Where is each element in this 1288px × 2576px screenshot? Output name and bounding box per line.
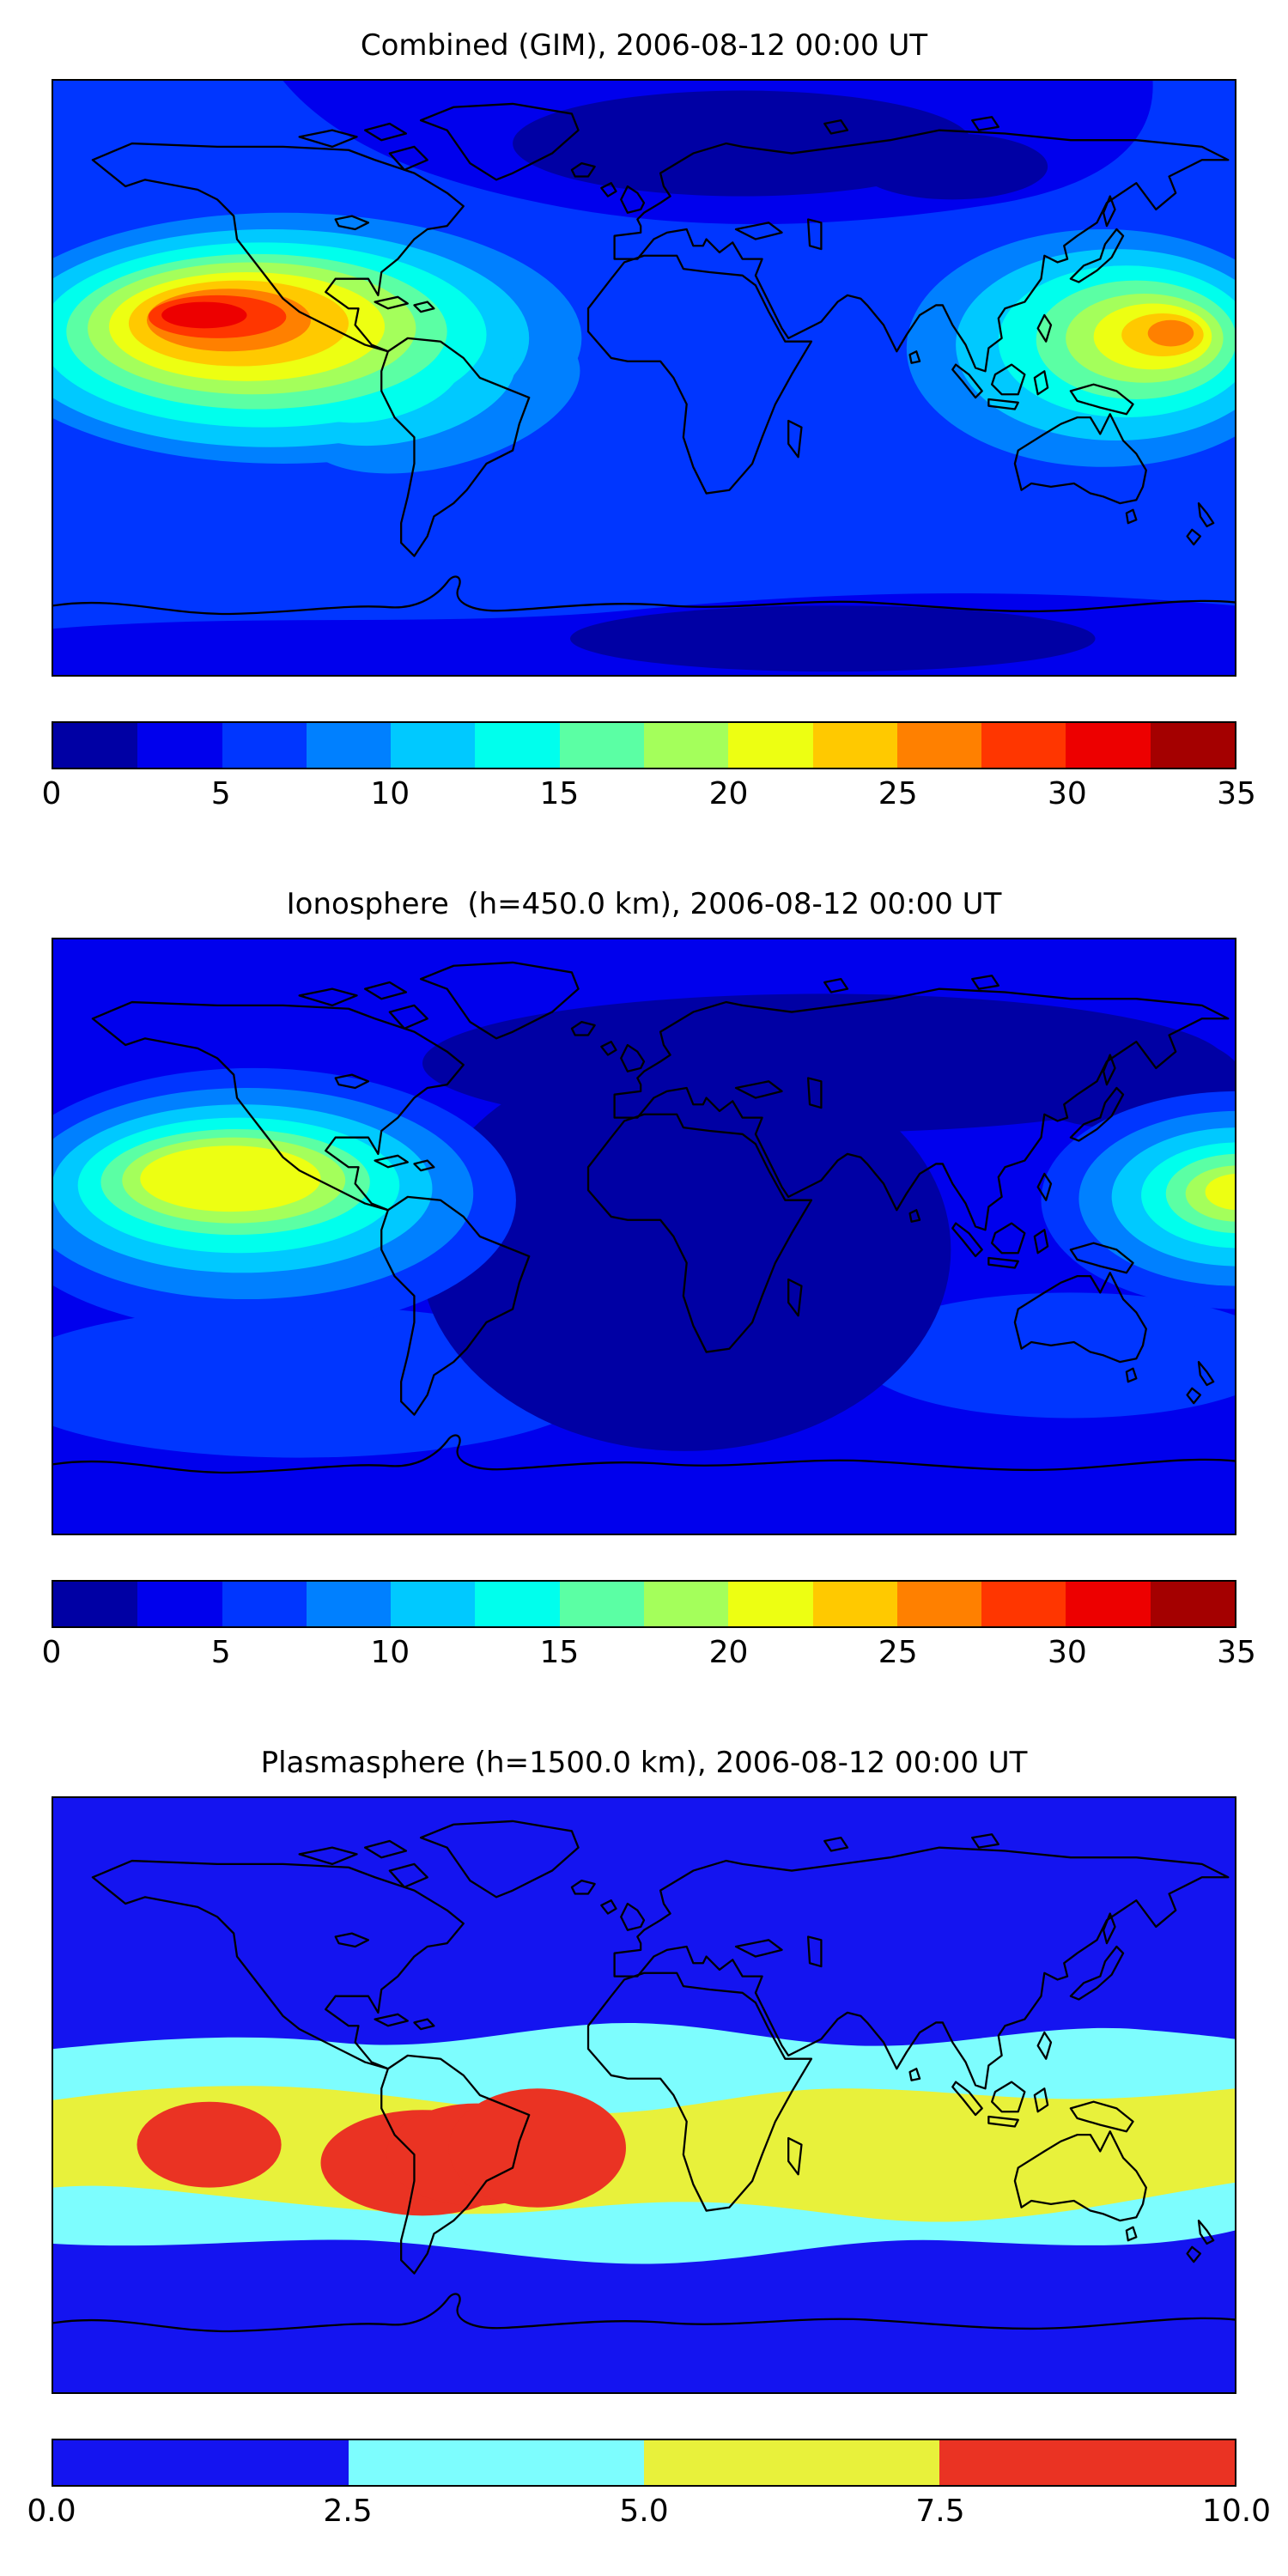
colorbar-ticks-combined-gim: 0 5 10 15 20 25 30 35 <box>42 776 1256 816</box>
map-plasmasphere <box>53 1798 1235 2392</box>
colorbar-segment <box>53 723 138 768</box>
colorbar-tick-label: 10.0 <box>1201 2494 1272 2529</box>
colorbar-segment <box>1150 1582 1235 1626</box>
colorbar-segment <box>306 1582 392 1626</box>
colorbar-segment <box>137 1582 222 1626</box>
colorbar-segment <box>896 723 982 768</box>
colorbar-ticks-plasmasphere: 0.0 2.5 5.0 7.5 10.0 <box>27 2494 1271 2533</box>
colorbar-tick-label: 20 <box>708 1635 749 1670</box>
panel-title-combined-gim: Combined (GIM), 2006-08-12 00:00 UT <box>360 28 928 63</box>
colorbar-ticks-ionosphere: 0 5 10 15 20 25 30 35 <box>42 1635 1256 1674</box>
map-frame-ionosphere <box>52 938 1236 1535</box>
colorbar-segment <box>728 1582 813 1626</box>
colorbar-segment <box>728 723 813 768</box>
colorbar-segment <box>1066 723 1151 768</box>
panel-plasmasphere: Plasmasphere (h=1500.0 km), 2006-08-12 0… <box>0 1717 1288 2576</box>
map-combined-gim <box>53 81 1235 675</box>
colorbar-segment <box>306 723 392 768</box>
colorbar-tick-label: 5 <box>210 776 231 811</box>
map-ionosphere <box>53 939 1235 1534</box>
panel-ionosphere: Ionosphere (h=450.0 km), 2006-08-12 00:0… <box>0 859 1288 1717</box>
tec-hotspot-east-pacific <box>53 1067 516 1333</box>
colorbar-segment <box>222 1582 307 1626</box>
tec-hotspot-east-pacific <box>53 212 582 474</box>
colorbar-segment <box>559 1582 644 1626</box>
colorbar-segment <box>643 1582 729 1626</box>
low-tec-regions <box>53 81 1235 675</box>
colorbar-tick-label: 20 <box>708 776 749 811</box>
colorbar-segment <box>53 1582 138 1626</box>
map-frame-combined-gim <box>52 79 1236 677</box>
colorbar-segment <box>1150 723 1235 768</box>
colorbar-ionosphere <box>52 1580 1236 1628</box>
colorbar-tick-label: 2.5 <box>323 2494 373 2529</box>
colorbar-tick-label: 15 <box>539 1635 580 1670</box>
colorbar-segment <box>812 1582 897 1626</box>
tec-hotspot-dateline <box>1041 1091 1235 1309</box>
colorbar-segment <box>391 723 476 768</box>
colorbar-segment <box>391 1582 476 1626</box>
colorbar-segment <box>349 2440 644 2485</box>
colorbar-segment <box>53 2440 349 2485</box>
colorbar-segment <box>896 1582 982 1626</box>
colorbar-segment <box>475 1582 560 1626</box>
colorbar-combined-gim <box>52 721 1236 769</box>
map-frame-plasmasphere <box>52 1796 1236 2394</box>
colorbar-tick-label: 10 <box>370 776 410 811</box>
colorbar-plasmasphere <box>52 2439 1236 2487</box>
colorbar-tick-label: 35 <box>1217 776 1256 811</box>
colorbar-segment <box>939 2440 1235 2485</box>
panel-title-plasmasphere: Plasmasphere (h=1500.0 km), 2006-08-12 0… <box>260 1746 1028 1780</box>
colorbar-segment <box>812 723 897 768</box>
colorbar-tick-label: 10 <box>370 1635 410 1670</box>
low-tec-region-africa-atlantic <box>419 993 1235 1451</box>
colorbar-tick-label: 25 <box>878 1635 918 1670</box>
colorbar-tick-label: 0 <box>41 1635 62 1670</box>
colorbar-tick-label: 0 <box>41 776 62 811</box>
colorbar-tick-label: 15 <box>539 776 580 811</box>
colorbar-segment <box>981 1582 1066 1626</box>
tec-hotspot-west-pacific <box>906 229 1235 467</box>
colorbar-tick-label: 7.5 <box>915 2494 965 2529</box>
colorbar-segment <box>559 723 644 768</box>
colorbar-segment <box>137 723 222 768</box>
panel-combined-gim: Combined (GIM), 2006-08-12 00:00 UT <box>0 0 1288 859</box>
colorbar-tick-label: 25 <box>878 776 918 811</box>
colorbar-segment <box>222 723 307 768</box>
colorbar-tick-label: 30 <box>1047 776 1087 811</box>
colorbar-tick-label: 5 <box>210 1635 231 1670</box>
colorbar-tick-label: 5.0 <box>619 2494 669 2529</box>
colorbar-segment <box>475 723 560 768</box>
colorbar-segment <box>644 2440 939 2485</box>
panel-title-ionosphere: Ionosphere (h=450.0 km), 2006-08-12 00:0… <box>286 887 1002 921</box>
colorbar-tick-label: 0.0 <box>27 2494 76 2529</box>
colorbar-tick-label: 30 <box>1047 1635 1087 1670</box>
colorbar-segment <box>643 723 729 768</box>
colorbar-tick-label: 35 <box>1217 1635 1256 1670</box>
colorbar-segment <box>981 723 1066 768</box>
colorbar-segment <box>1066 1582 1151 1626</box>
plasma-maxima-red <box>137 2088 626 2216</box>
